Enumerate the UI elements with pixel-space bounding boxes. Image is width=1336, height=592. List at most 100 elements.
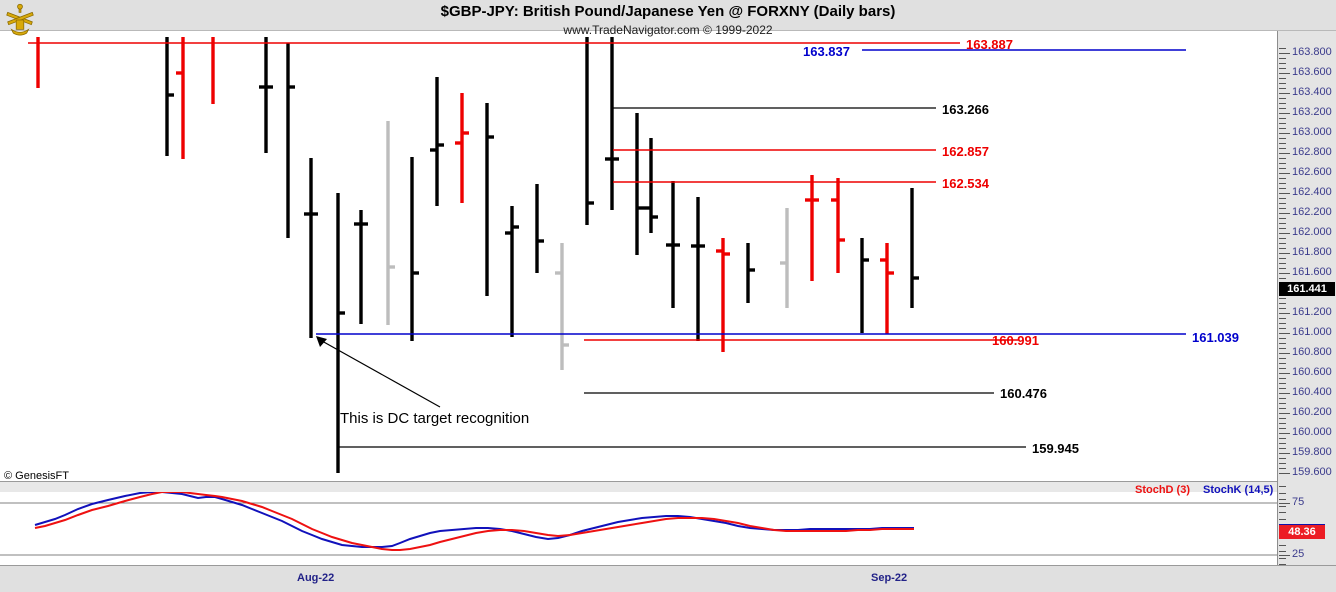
price-scale-minor-tick: [1279, 448, 1286, 449]
price-scale-label: 160.400: [1292, 386, 1332, 398]
price-scale-minor-tick: [1279, 148, 1286, 149]
price-scale-minor-tick: [1279, 363, 1286, 364]
price-scale-minor-tick: [1279, 358, 1286, 359]
price-scale-minor-tick: [1279, 78, 1286, 79]
price-scale-minor-tick: [1279, 248, 1286, 249]
price-scale-minor-tick: [1279, 238, 1286, 239]
price-scale-minor-tick: [1279, 103, 1286, 104]
price-scale-minor-tick: [1279, 418, 1286, 419]
price-scale-minor-tick: [1279, 83, 1286, 84]
price-scale-minor-tick: [1279, 63, 1286, 64]
price-scale-minor-tick: [1279, 438, 1286, 439]
price-scale-minor-tick: [1279, 258, 1286, 259]
price-scale[interactable]: 163.800 163.600 163.400 163.200 163.000 162.8…: [1277, 31, 1336, 565]
header-band: [0, 0, 1336, 31]
ohlc-bar: [780, 208, 789, 308]
price-level-label: 161.039: [1192, 330, 1239, 345]
ohlc-bar: [635, 113, 644, 255]
price-scale-label: 160.800: [1292, 346, 1332, 358]
price-scale-minor-tick: [1279, 133, 1286, 134]
stoch-scale-label: 75: [1292, 496, 1305, 508]
price-scale-minor-tick: [1279, 263, 1286, 264]
price-scale-minor-tick: [1279, 218, 1286, 219]
ohlc-bar: [746, 243, 755, 303]
price-scale-minor-tick: [1279, 48, 1286, 49]
price-chart-svg: [28, 37, 1186, 473]
price-scale-label: 161.200: [1292, 306, 1332, 318]
stoch-scale-minor-tick: [1279, 564, 1286, 565]
price-scale-minor-tick: [1279, 373, 1286, 374]
price-scale-minor-tick: [1279, 278, 1286, 279]
price-scale-minor-tick: [1279, 378, 1286, 379]
price-scale-minor-tick: [1279, 163, 1286, 164]
price-scale-minor-tick: [1279, 398, 1286, 399]
ohlc-bar: [666, 181, 680, 308]
price-level-label: 163.887: [966, 37, 1013, 52]
price-scale-minor-tick: [1279, 443, 1286, 444]
price-scale-minor-tick: [1279, 428, 1286, 429]
stoch-scale-minor-tick: [1279, 518, 1286, 520]
price-scale-minor-tick: [1279, 408, 1286, 409]
ohlc-bar: [644, 138, 658, 233]
ohlc-bar: [259, 37, 273, 153]
stoch-scale-minor-tick: [1279, 492, 1286, 494]
page-subtitle: www.TradeNavigator.com © 1999-2022: [563, 23, 773, 37]
price-scale-minor-tick: [1279, 223, 1286, 224]
ohlc-bar: [336, 193, 345, 473]
price-scale-minor-tick: [1279, 188, 1286, 189]
price-scale-minor-tick: [1279, 338, 1286, 339]
current-stoch-badge: 48.36: [1279, 523, 1325, 539]
price-scale-minor-tick: [1279, 158, 1286, 159]
stoch-series-line: [34, 492, 914, 551]
price-scale-minor-tick: [1279, 468, 1286, 469]
price-scale-minor-tick: [1279, 58, 1286, 59]
ohlc-bar: [505, 206, 519, 337]
price-scale-label: 161.800: [1292, 246, 1332, 258]
price-scale-label: 162.000: [1292, 226, 1332, 238]
date-axis-tick-label: Sep-22: [871, 572, 908, 584]
price-scale-minor-tick: [1279, 298, 1286, 299]
stochastic-svg: [0, 492, 1277, 556]
price-scale-label: 161.600: [1292, 266, 1332, 278]
price-scale-label: 163.200: [1292, 106, 1332, 118]
price-scale-label: 162.800: [1292, 146, 1332, 158]
price-scale-minor-tick: [1279, 313, 1286, 314]
date-axis-tick-label: Aug-22: [297, 572, 335, 584]
date-axis[interactable]: Aug-22 Sep-22: [0, 565, 1336, 592]
ohlc-bar: [860, 238, 869, 333]
price-scale-minor-tick: [1279, 228, 1286, 229]
price-scale-minor-tick: [1279, 413, 1286, 414]
ohlc-bar: [691, 197, 705, 341]
ohlc-bar: [716, 238, 730, 352]
stochastic-pane[interactable]: [0, 492, 1277, 565]
price-scale-minor-tick: [1279, 353, 1286, 354]
ohlc-bar: [880, 243, 894, 334]
ohlc-bar: [535, 184, 544, 273]
price-scale-minor-tick: [1279, 233, 1286, 234]
price-scale-label: 160.000: [1292, 426, 1332, 438]
price-scale-label: 163.400: [1292, 86, 1332, 98]
stoch-scale-tick: [1279, 503, 1290, 504]
price-scale-minor-tick: [1279, 333, 1286, 334]
price-scale-label: 162.600: [1292, 166, 1332, 178]
price-level-label: 160.476: [1000, 386, 1047, 401]
price-scale-minor-tick: [1279, 253, 1286, 254]
copyright-label: © GenesisFT: [4, 470, 69, 482]
price-scale-minor-tick: [1279, 108, 1286, 109]
price-scale-minor-tick: [1279, 178, 1286, 179]
price-scale-minor-tick: [1279, 463, 1286, 464]
price-scale-label: 160.200: [1292, 406, 1332, 418]
price-scale-minor-tick: [1279, 93, 1286, 94]
stochk-legend[interactable]: StochK (14,5): [1203, 484, 1274, 496]
price-scale-minor-tick: [1279, 138, 1286, 139]
tradenavigator-logo: [6, 3, 34, 36]
price-chart-pane[interactable]: [0, 31, 1277, 482]
stochd-legend[interactable]: StochD (3): [1135, 484, 1190, 496]
price-scale-minor-tick: [1279, 183, 1286, 184]
stoch-scale-minor-tick: [1279, 557, 1286, 559]
price-scale-minor-tick: [1279, 243, 1286, 244]
ohlc-bar: [831, 178, 845, 273]
price-scale-minor-tick: [1279, 308, 1286, 309]
chart-annotation-text: This is DC target recognition: [340, 410, 530, 427]
ohlc-bar: [585, 37, 594, 225]
